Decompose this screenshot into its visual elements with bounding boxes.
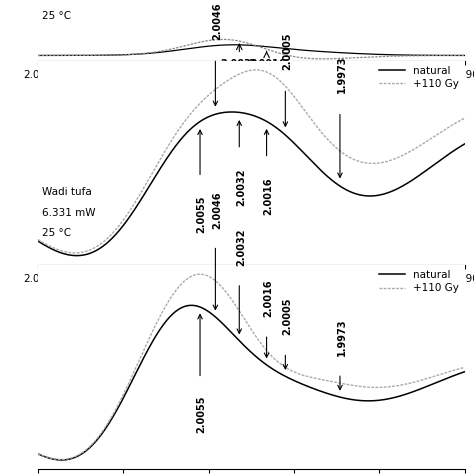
Text: 25 °C: 25 °C xyxy=(42,10,71,20)
Text: 2.0016: 2.0016 xyxy=(263,280,273,317)
Text: 2.0032: 2.0032 xyxy=(236,168,246,206)
Text: 2.0032: 2.0032 xyxy=(220,59,258,69)
Text: 2.0016: 2.0016 xyxy=(248,59,285,69)
Text: 2.0005: 2.0005 xyxy=(282,32,292,70)
X-axis label: g-factor: g-factor xyxy=(228,285,274,298)
Text: 2.0055: 2.0055 xyxy=(197,395,207,433)
Text: 25 °C: 25 °C xyxy=(42,228,71,238)
Text: 2.0055: 2.0055 xyxy=(197,196,207,233)
Text: 2.0046: 2.0046 xyxy=(212,2,222,40)
Text: 2.0032: 2.0032 xyxy=(236,228,246,266)
Text: Wadi tufa: Wadi tufa xyxy=(42,187,92,197)
Legend: natural, +110 Gy: natural, +110 Gy xyxy=(379,66,459,89)
Text: 2.0046: 2.0046 xyxy=(212,191,222,228)
Text: 6.331 mW: 6.331 mW xyxy=(42,208,96,218)
Text: a): a) xyxy=(38,292,52,304)
Text: 1.9973: 1.9973 xyxy=(337,55,346,93)
Text: 1.9973: 1.9973 xyxy=(337,319,346,356)
Text: 2.0016: 2.0016 xyxy=(263,177,273,215)
Text: 2.0005: 2.0005 xyxy=(282,298,292,336)
Legend: natural, +110 Gy: natural, +110 Gy xyxy=(379,270,459,293)
